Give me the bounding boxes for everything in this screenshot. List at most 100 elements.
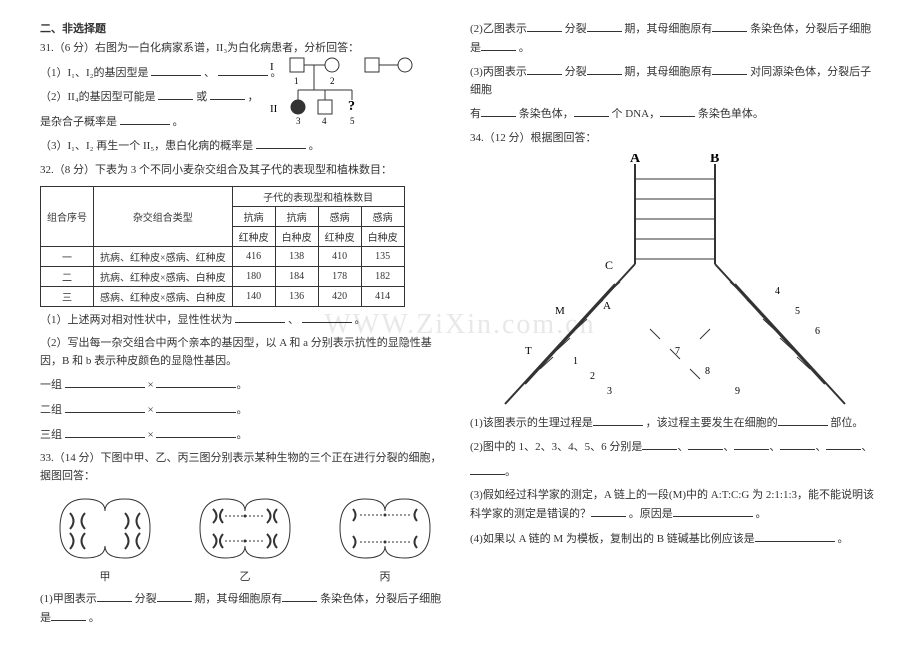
blank xyxy=(235,311,285,323)
cell: 416 xyxy=(232,246,275,266)
blank xyxy=(51,609,86,621)
blank xyxy=(642,438,677,450)
svg-text:II: II xyxy=(270,103,278,115)
q31-p1-sep: 、 xyxy=(204,67,215,79)
cell: 抗病、红种皮×感病、红种皮 xyxy=(94,246,233,266)
blank xyxy=(157,590,192,602)
cell-label-bing: 丙 xyxy=(335,568,435,584)
svg-text:T: T xyxy=(525,345,532,357)
q32-p2: （2）写出每一杂交组合中两个亲本的基因型，以 A 和 a 分别表示抗性的显隐性基… xyxy=(40,335,450,370)
th: 白种皮 xyxy=(275,226,318,246)
cell: 138 xyxy=(275,246,318,266)
q31-p4: （3）I₁、I₂ 再生一个 II₅，患白化病的概率是 。 xyxy=(40,137,450,156)
cell: 410 xyxy=(318,246,361,266)
cell-label-jia: 甲 xyxy=(55,568,155,584)
blank xyxy=(688,438,723,450)
section-title: 二、非选择题 xyxy=(40,20,450,36)
cell-yi: 乙 xyxy=(195,491,295,584)
blank xyxy=(210,88,245,100)
t: (1)甲图表示 xyxy=(40,593,97,605)
dna-replication-diagram: A B C A T 1 2 3 M 4 5 6 7 8 xyxy=(495,154,855,414)
label: 三组 xyxy=(40,429,62,441)
blank xyxy=(218,64,268,76)
th-col2: 杂交组合类型 xyxy=(94,186,233,246)
cell-bing: 丙 xyxy=(335,491,435,584)
th: 感病 xyxy=(361,206,404,226)
svg-text:2: 2 xyxy=(330,76,335,86)
t: ，该过程主要发生在细胞的 xyxy=(646,417,778,429)
q32-line1: 一组 × 。 xyxy=(40,376,450,395)
cell: 三 xyxy=(41,286,94,306)
svg-text:M: M xyxy=(555,305,565,317)
times: × xyxy=(148,429,154,441)
q31-p4-end: 。 xyxy=(309,140,320,152)
t: 条染色单体。 xyxy=(698,108,764,120)
blank xyxy=(302,311,352,323)
blank xyxy=(65,401,145,413)
svg-text:1: 1 xyxy=(294,76,299,86)
t: 分裂 xyxy=(135,593,157,605)
t: (2)图中的 1、2、3、4、5、6 分别是 xyxy=(470,441,642,453)
q33-p2: (2)乙图表示 分裂 期，其母细胞原有 条染色体，分裂后子细胞是 。 xyxy=(470,20,880,57)
times: × xyxy=(148,404,154,416)
th: 抗病 xyxy=(232,206,275,226)
blank xyxy=(282,590,317,602)
t: 。 xyxy=(756,508,767,520)
q33-p4: 有 条染色体， 个 DNA， 条染色单体。 xyxy=(470,105,880,124)
blank xyxy=(156,401,236,413)
t: 期，其母细胞原有 xyxy=(194,593,282,605)
blank xyxy=(574,105,609,117)
blank xyxy=(97,590,132,602)
q33-p1: (1)甲图表示 分裂 期，其母细胞原有 条染色体，分裂后子细胞是 。 xyxy=(40,590,450,627)
t: (4)如果以 A 链的 M 为模板，复制出的 B 链碱基比例应该是 xyxy=(470,533,755,545)
q31-p1-text: （1）I₁、I₂的基因型是 xyxy=(40,67,149,79)
blank xyxy=(712,63,747,75)
t: 期，其母细胞原有 xyxy=(624,66,712,78)
q34-p2: (2)图中的 1、2、3、4、5、6 分别是、、、、、 xyxy=(470,438,880,457)
svg-text:3: 3 xyxy=(296,116,301,125)
q32-line2: 二组 × 。 xyxy=(40,401,450,420)
blank xyxy=(527,20,562,32)
q31-p3-text: 是杂合子概率是 xyxy=(40,116,117,128)
blank xyxy=(156,376,236,388)
svg-text:C: C xyxy=(605,258,613,272)
table-row: 二 抗病、红种皮×感病、白种皮 180 184 178 182 xyxy=(41,266,405,286)
blank xyxy=(481,105,516,117)
q31-p2-text: （2）II₄的基因型可能是 xyxy=(40,91,156,103)
cell: 182 xyxy=(361,266,404,286)
q34-p2b: 。 xyxy=(470,463,880,482)
cell: 二 xyxy=(41,266,94,286)
t: (3)丙图表示 xyxy=(470,66,527,78)
th: 抗病 xyxy=(275,206,318,226)
svg-text:?: ? xyxy=(348,99,355,114)
q31-p2-or: 或 xyxy=(196,91,207,103)
blank xyxy=(65,426,145,438)
cell: 184 xyxy=(275,266,318,286)
blank xyxy=(780,438,815,450)
q34-p1: (1)该图表示的生理过程是 ，该过程主要发生在细胞的 部位。 xyxy=(470,414,880,433)
svg-text:A: A xyxy=(630,154,641,166)
t: 条染色体， xyxy=(519,108,574,120)
cell: 178 xyxy=(318,266,361,286)
svg-text:8: 8 xyxy=(705,366,710,377)
th-col1: 组合序号 xyxy=(41,186,94,246)
table-row: 三 感病、红种皮×感病、白种皮 140 136 420 414 xyxy=(41,286,405,306)
t: 有 xyxy=(470,108,481,120)
svg-text:I: I xyxy=(270,61,274,73)
cell: 135 xyxy=(361,246,404,266)
blank xyxy=(734,438,769,450)
cell-figures: 甲 乙 xyxy=(40,491,450,584)
q32-line3: 三组 × 。 xyxy=(40,426,450,445)
pedigree-diagram: I 1 2 II 3 4 ? 5 xyxy=(270,50,420,125)
cell: 420 xyxy=(318,286,361,306)
blank xyxy=(527,63,562,75)
blank xyxy=(151,64,201,76)
t: 。 xyxy=(89,612,100,624)
blank xyxy=(591,505,626,517)
q32-p1-sep: 、 xyxy=(288,314,299,326)
svg-text:1: 1 xyxy=(573,356,578,367)
svg-text:4: 4 xyxy=(775,286,780,297)
blank xyxy=(778,414,828,426)
q31-p4-text: （3）I₁、I₂ 再生一个 II₅，患白化病的概率是 xyxy=(40,140,253,152)
svg-text:4: 4 xyxy=(322,116,327,125)
